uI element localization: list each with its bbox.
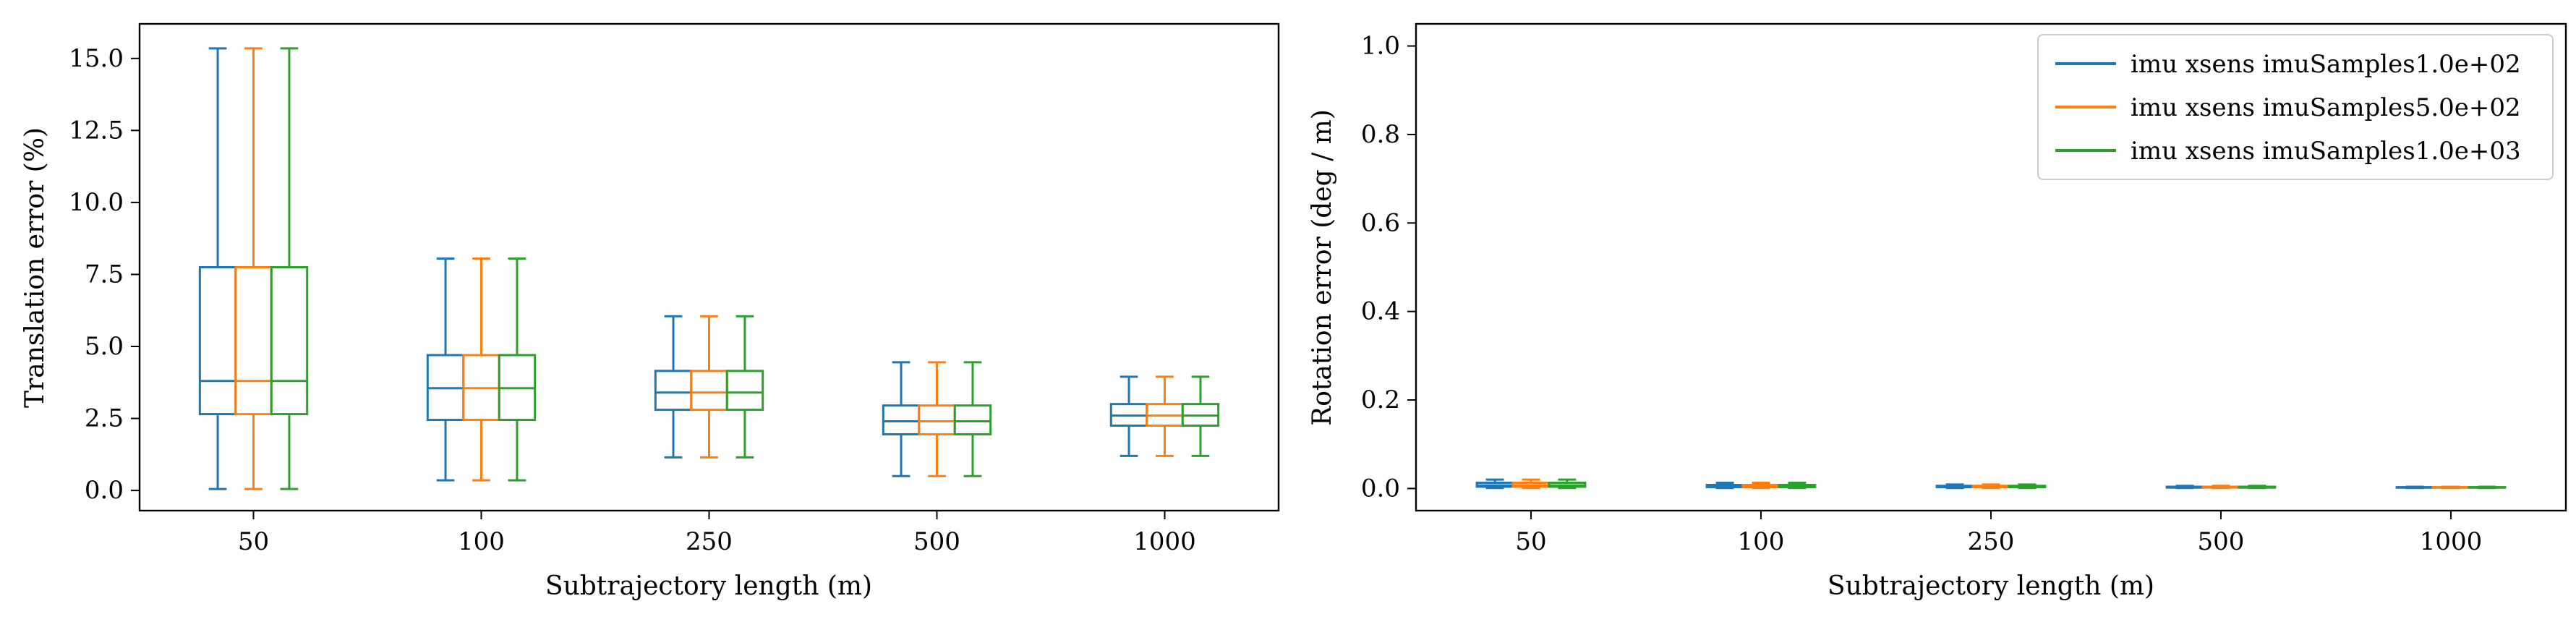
translation-y-tick-label: 5.0 (85, 332, 124, 361)
rotation-box-series-1-1000 (2395, 485, 2434, 490)
rotation-box-series-3-250 (2008, 483, 2047, 490)
rotation-y-tick-label: 0.4 (1361, 297, 1400, 326)
rotation-box-series-1-250 (1935, 483, 1974, 490)
rotation-error-panel: 0.0 0.2 0.4 0.6 0.8 1.0 50 100 250 500 1000 Subtr… (1308, 22, 2567, 601)
box-iqr (270, 266, 309, 416)
translation-error-panel: 0.0 2.5 5.0 7.5 10.0 12.5 15.0 50 100 250 500 1000… (20, 22, 1280, 601)
rotation-box-series-3-500 (2238, 485, 2277, 490)
translation-x-tick-label: 50 (238, 527, 269, 556)
translation-y-axis-label: Translation error (%) (20, 127, 50, 408)
translation-box-series-3-50 (270, 47, 309, 490)
translation-x-axis: 50 100 250 500 1000 (238, 511, 1196, 556)
rotation-box-series-3-100 (1778, 481, 1817, 490)
rotation-x-tick-label: 1000 (2420, 527, 2483, 556)
translation-x-tick-label: 250 (686, 527, 733, 556)
translation-y-axis: 0.0 2.5 5.0 7.5 10.0 12.5 15.0 (69, 44, 140, 505)
rotation-x-tick-label: 100 (1738, 527, 1785, 556)
rotation-y-axis: 0.0 0.2 0.4 0.6 0.8 1.0 (1361, 32, 1416, 503)
translation-x-tick-label: 1000 (1133, 527, 1196, 556)
rotation-x-axis: 50 100 250 500 1000 (1515, 511, 2482, 556)
rotation-box-series-2-250 (1971, 483, 2010, 490)
rotation-x-tick-label: 500 (2198, 527, 2245, 556)
legend-label-series-2: imu xsens imuSamples5.0e+02 (2131, 93, 2521, 122)
translation-box-series-2-50 (234, 47, 273, 490)
box-iqr (725, 370, 764, 412)
translation-boxes (198, 47, 1220, 490)
rotation-y-tick-label: 0.2 (1361, 385, 1400, 414)
rotation-boxes (1475, 478, 2507, 490)
translation-x-tick-label: 500 (913, 527, 960, 556)
translation-box-series-1-250 (654, 315, 693, 459)
translation-x-tick-label: 100 (458, 527, 505, 556)
rotation-box-series-1-500 (2165, 485, 2204, 490)
translation-y-tick-label: 0.0 (85, 476, 124, 505)
rotation-box-series-2-1000 (2431, 485, 2470, 490)
translation-y-tick-label: 2.5 (85, 404, 124, 433)
translation-box-series-3-100 (498, 257, 537, 482)
translation-y-tick-label: 15.0 (69, 44, 124, 73)
legend-label-series-3: imu xsens imuSamples1.0e+03 (2131, 137, 2521, 166)
rotation-y-tick-label: 0.8 (1361, 120, 1400, 149)
rotation-y-tick-label: 0.0 (1361, 474, 1400, 503)
translation-box-series-3-500 (953, 361, 992, 477)
rotation-box-series-3-1000 (2468, 485, 2507, 490)
rotation-y-tick-label: 1.0 (1361, 32, 1400, 61)
box-iqr (953, 404, 992, 435)
translation-y-tick-label: 12.5 (69, 116, 124, 145)
legend-label-series-1: imu xsens imuSamples1.0e+02 (2131, 50, 2521, 79)
translation-box-series-1-500 (882, 361, 921, 477)
rotation-x-tick-label: 50 (1515, 527, 1546, 556)
legend-frame (2037, 34, 2554, 180)
translation-y-tick-label: 7.5 (85, 260, 124, 289)
translation-box-series-3-1000 (1181, 375, 1220, 457)
rotation-box-series-2-500 (2201, 485, 2240, 490)
rotation-box-series-2-50 (1511, 478, 1551, 490)
rotation-x-axis-label: Subtrajectory length (m) (1827, 571, 2154, 601)
rotation-box-series-1-50 (1475, 478, 1514, 490)
rotation-y-axis-label: Rotation error (deg / m) (1308, 109, 1337, 426)
translation-x-axis-label: Subtrajectory length (m) (545, 571, 872, 601)
rotation-box-series-3-50 (1548, 478, 1587, 490)
translation-box-series-3-250 (725, 315, 764, 459)
rotation-x-tick-label: 250 (1968, 527, 2015, 556)
rotation-y-tick-label: 0.6 (1361, 208, 1400, 237)
legend: imu xsens imuSamples1.0e+02 imu xsens im… (2037, 34, 2554, 180)
translation-y-tick-label: 10.0 (69, 188, 124, 217)
